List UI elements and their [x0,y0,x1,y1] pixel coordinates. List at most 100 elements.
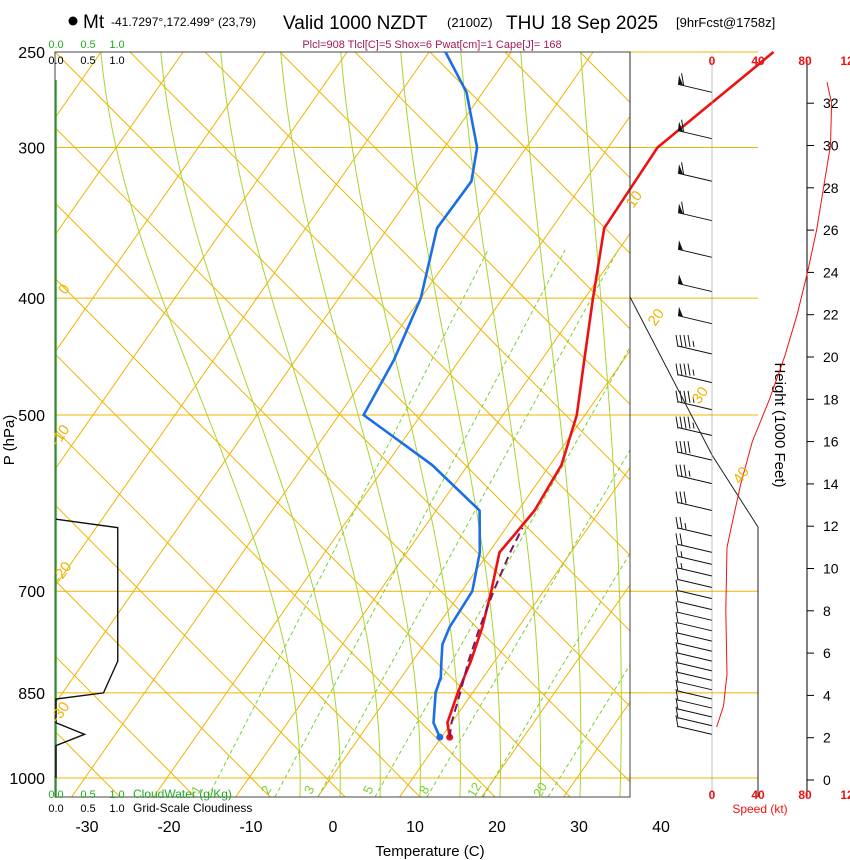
speed-tick-top: 0 [709,54,716,68]
wind-barb-feather [675,516,679,530]
wind-barb [677,274,713,293]
wind-speed-profile-line [716,81,833,728]
wind-barb-feather [679,334,683,348]
wind-barb-half-feather [688,470,691,477]
wind-barb-staff [677,567,713,577]
isotherm-label: 10 [623,188,646,211]
wind-barb-staff [677,451,713,461]
wind-barb-feather [681,73,685,86]
wind-barb-half-feather [692,369,695,376]
wind-barb [675,579,713,600]
wind-barb-staff [677,374,713,384]
dry-adiabat-line [504,52,630,179]
parcel-params: Plcl=908 Tlcl[C]=5 Shox=6 Pwat[cm]=1 Cap… [302,39,561,51]
height-tick-label: 4 [823,687,831,703]
wind-barb-staff [677,248,713,258]
wind-barb-feather [675,651,679,664]
wind-barb-feather [687,390,691,403]
wind-barb-staff [677,622,713,632]
temperature-tick-label: -30 [75,819,98,836]
utc-label: (2100Z) [447,15,493,30]
isotherm-line [153,115,630,797]
mixing-ratio-label: 5 [360,783,377,797]
height-tick-label: 2 [823,730,831,746]
wind-barb-staff [677,345,713,355]
dry-adiabat-line [655,52,850,817]
wind-barb-feather [687,334,691,348]
isotherm-label: 40 [730,464,753,487]
wind-barb-half-feather [680,551,683,558]
mixing-ratio-label: 3 [301,783,318,797]
wind-barb-feather [675,632,679,645]
wind-barb-staff [677,652,713,662]
cloud-water-tick-bottom: 0.0 [48,789,63,801]
isotherm-line [55,52,512,705]
dry-adiabat-line [279,52,630,406]
cloud-water-tick-top: 0.5 [80,39,95,51]
forecast-label: [9hrFcst@1758z] [676,15,775,30]
wind-barb-staff [677,543,713,553]
mixing-ratio-line [207,249,489,797]
wind-barb-feather [681,162,685,175]
wind-barb [675,622,713,642]
wind-barb-staff [677,475,713,485]
pressure-tick-label: 300 [18,140,45,157]
wind-barb-feather [675,556,679,570]
wind-barb-feather [687,441,691,454]
wind-barb-feather [687,363,691,376]
isotherm-line [399,466,630,797]
wind-barb-pennant [678,203,683,214]
wind-barb [675,545,713,565]
wind-barb-feather [679,491,683,504]
wind-barb [675,416,713,437]
height-tick-label: 18 [823,391,839,407]
wind-barb-feather [679,441,683,454]
temperature-line [446,50,775,738]
temperature-tick-label: -20 [157,819,180,836]
wind-panel [629,52,759,797]
moist-adiabat-line [280,52,421,797]
wind-barb [677,201,713,222]
wind-barb-staff [677,501,713,511]
dry-adiabat-line [579,52,630,104]
wind-barb-feather [675,590,679,603]
cloudiness-tick-bottom: 0.5 [80,803,95,815]
wind-barb-staff [677,172,713,182]
wind-barb-feather [679,416,683,429]
wind-barb [675,670,713,691]
height-tick-label: 32 [823,95,839,111]
dry-adiabat-line [55,428,421,797]
moist-adiabat-line [400,52,501,797]
cloudiness-tick-bottom: 0.0 [48,803,63,815]
pressure-tick-label: 250 [18,45,45,62]
wind-barb-feather [675,706,679,719]
wind-barb-feather [675,611,679,624]
pressure-tick-label: 1000 [9,771,45,788]
isotherm-line [71,52,594,797]
wind-barb [675,632,713,652]
height-axis-title: Height (1000 Feet) [771,362,788,487]
wind-barb-staff [677,681,713,691]
wind-barb [677,73,713,93]
isotherm-label: 30 [689,384,712,407]
wind-barb-feather [675,579,679,592]
height-tick-label: 8 [823,603,831,619]
height-tick-label: 28 [823,180,839,196]
plot-area [55,52,850,817]
mixing-ratio-line [482,552,630,797]
wind-barb-half-feather [680,562,683,570]
moist-adiabat-line [460,52,542,797]
wind-barb-staff [677,611,713,621]
wind-barb-feather [675,390,679,403]
wind-barb-staff [677,699,713,709]
wind-barb-feather [675,715,679,728]
wind-barb-feather [675,416,679,429]
wind-barb-pennant [678,274,683,285]
wind-barb-feather [675,601,679,614]
wind-barb-feather [675,363,679,376]
speed-tick-bottom: 40 [751,788,765,802]
wind-barb-pennant [678,121,683,132]
cloudiness-tick-top: 0.0 [48,55,63,67]
wind-barb-feather [683,464,687,477]
